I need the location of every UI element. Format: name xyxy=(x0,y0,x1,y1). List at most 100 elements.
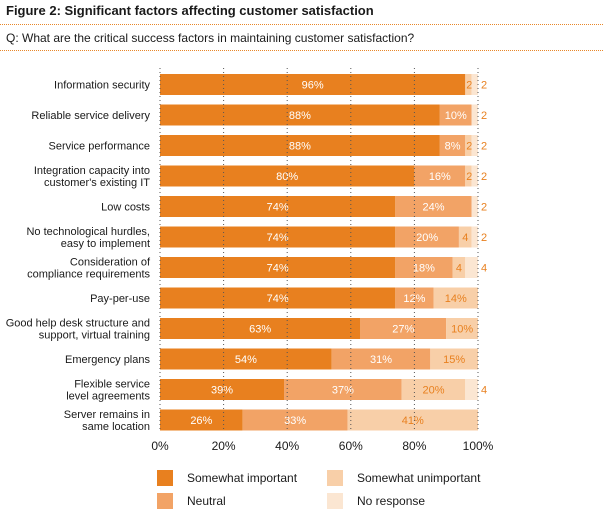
category-label: Good help desk structure and xyxy=(6,318,150,330)
bar-segment xyxy=(160,287,396,309)
data-label: 10% xyxy=(445,110,467,122)
data-label: 27% xyxy=(392,324,414,336)
legend-swatch xyxy=(157,493,173,509)
category-label: Emergency plans xyxy=(65,354,150,366)
bar-segment xyxy=(160,135,440,156)
bar-segment xyxy=(465,135,472,156)
bar-segment xyxy=(395,196,472,217)
category-label: Server remains in xyxy=(64,409,150,421)
bar-segment xyxy=(446,318,478,339)
bar-segment xyxy=(439,135,466,156)
category-label: Consideration of xyxy=(70,257,151,269)
category-label: Low costs xyxy=(101,202,150,214)
bar-segment xyxy=(465,165,472,187)
question-text: Q: What are the critical success factors… xyxy=(6,31,415,45)
data-label: 8% xyxy=(445,141,461,153)
data-label: 96% xyxy=(302,80,324,92)
data-label: 2 xyxy=(466,171,472,183)
category-label: Flexible service xyxy=(74,379,150,391)
bar-segment xyxy=(284,379,402,400)
data-label: 54% xyxy=(235,354,257,366)
category-label: No technological hurdles, xyxy=(26,226,150,238)
data-label: 39% xyxy=(211,385,233,397)
bar-segment xyxy=(160,196,396,217)
bar-segment xyxy=(395,287,434,309)
data-label: 4 xyxy=(481,263,487,275)
data-label: 88% xyxy=(289,141,311,153)
category-label: Service performance xyxy=(49,141,151,153)
figure-title: Figure 2: Significant factors affecting … xyxy=(6,3,374,18)
data-label: 74% xyxy=(267,202,289,214)
data-label: 4 xyxy=(481,385,487,397)
data-label: 33% xyxy=(284,415,306,427)
legend-swatch xyxy=(157,470,173,486)
data-label: 20% xyxy=(422,385,444,397)
category-label: level agreements xyxy=(66,391,150,403)
bar-segment xyxy=(160,74,466,95)
data-label: 2 xyxy=(481,232,487,244)
bar-segment xyxy=(401,379,466,400)
data-label: 2 xyxy=(481,171,487,183)
bar-segment xyxy=(160,379,285,400)
data-label: 37% xyxy=(332,385,354,397)
data-label: 88% xyxy=(289,110,311,122)
category-label: Reliable service delivery xyxy=(31,110,150,122)
bar-segment xyxy=(433,287,478,309)
bar-segment xyxy=(160,257,396,278)
data-label: 2 xyxy=(466,80,472,92)
category-label: support, virtual training xyxy=(39,330,150,342)
bar-segment xyxy=(395,257,453,278)
bar-segment xyxy=(414,165,466,187)
bar-segment xyxy=(465,379,478,400)
bar-segment xyxy=(160,409,243,431)
data-label: 74% xyxy=(267,232,289,244)
x-tick-label: 100% xyxy=(463,439,494,453)
data-label: 2 xyxy=(481,80,487,92)
bar-segment xyxy=(471,104,478,126)
bar-segment xyxy=(160,104,440,126)
category-label: Pay-per-use xyxy=(90,293,150,305)
data-label: 26% xyxy=(190,415,212,427)
x-tick-label: 20% xyxy=(212,439,236,453)
category-label: same location xyxy=(82,421,150,433)
data-label: 20% xyxy=(416,232,438,244)
data-label: 12% xyxy=(403,293,425,305)
bar-segment xyxy=(160,226,396,248)
bar-segment xyxy=(471,196,478,217)
category-label: easy to implement xyxy=(61,238,150,250)
category-label: customer's existing IT xyxy=(44,177,150,189)
data-label: 2 xyxy=(481,202,487,214)
bar-segment xyxy=(242,409,348,431)
category-label: Information security xyxy=(54,80,150,92)
data-label: 4 xyxy=(462,232,468,244)
data-label: 41% xyxy=(402,415,424,427)
data-label: 31% xyxy=(370,354,392,366)
bar-segment xyxy=(465,74,472,95)
bar-segment xyxy=(360,318,447,339)
data-label: 2 xyxy=(481,141,487,153)
legend-swatch xyxy=(327,493,343,509)
bar-segment xyxy=(430,348,478,370)
x-tick-label: 80% xyxy=(402,439,426,453)
bar-segment xyxy=(347,409,478,431)
data-label: 2 xyxy=(481,110,487,122)
question-divider xyxy=(0,50,603,51)
bar-segment xyxy=(452,257,466,278)
data-label: 18% xyxy=(413,263,435,275)
data-label: 15% xyxy=(443,354,465,366)
x-tick-label: 40% xyxy=(275,439,299,453)
bar-segment xyxy=(439,104,472,126)
bar-segment xyxy=(471,165,478,187)
data-label: 10% xyxy=(451,324,473,336)
legend-label: Somewhat unimportant xyxy=(357,471,481,485)
legend-label: Somewhat important xyxy=(187,471,298,485)
data-label: 4 xyxy=(456,263,462,275)
data-label: 63% xyxy=(249,324,271,336)
bar-segment xyxy=(160,348,332,370)
x-tick-label: 60% xyxy=(339,439,363,453)
data-label: 74% xyxy=(267,263,289,275)
legend-label: Neutral xyxy=(187,494,226,508)
bar-segment xyxy=(331,348,431,370)
category-label: Integration capacity into xyxy=(34,165,150,177)
